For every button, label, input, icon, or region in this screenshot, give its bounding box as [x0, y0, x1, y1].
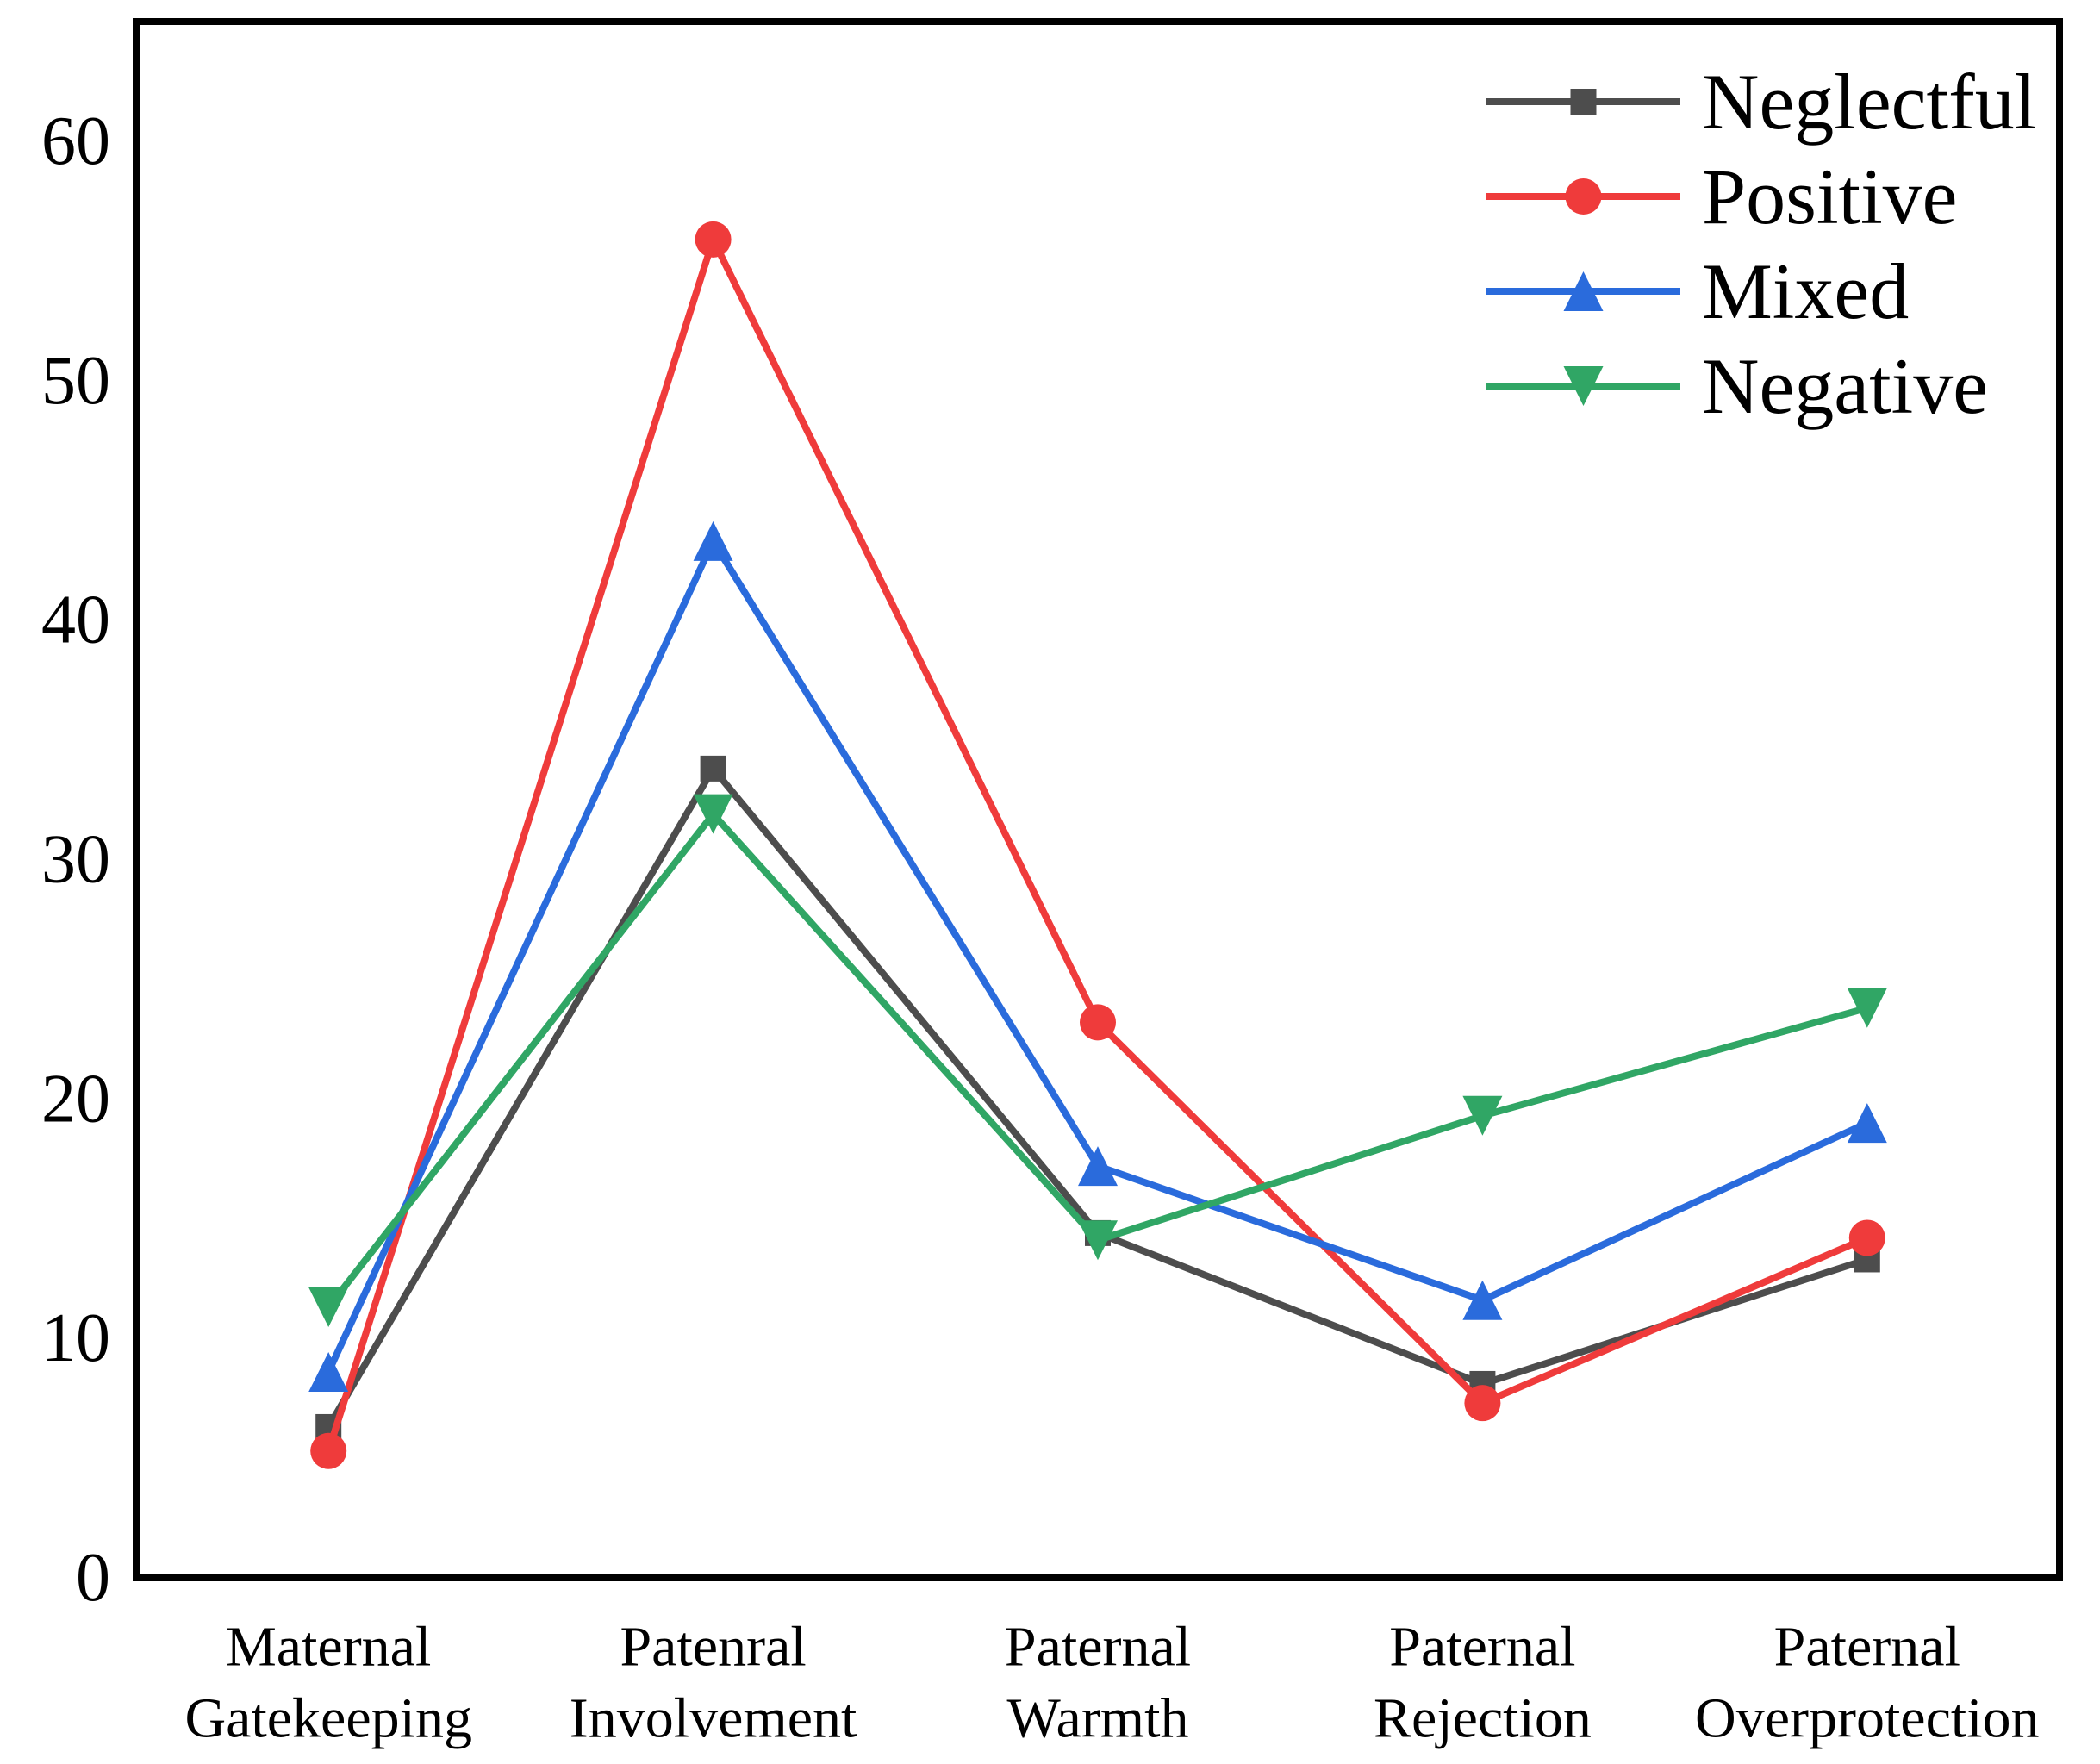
- marker-positive: [310, 1432, 347, 1469]
- legend-label-mixed: Mixed: [1702, 247, 1909, 335]
- x-category-label: Warmth: [1007, 1687, 1189, 1750]
- plot-border: [133, 18, 2063, 1581]
- marker-negative: [308, 1287, 349, 1328]
- legend-label-positive: Positive: [1702, 153, 1957, 240]
- y-tick-label: 50: [41, 343, 110, 419]
- series-line-positive: [325, 235, 1869, 1452]
- y-tick-label: 30: [41, 821, 110, 897]
- marker-positive: [1848, 1219, 1885, 1256]
- y-tick-label: 0: [76, 1540, 110, 1616]
- marker-mixed: [1847, 1103, 1887, 1144]
- x-category-label: Rejection: [1374, 1687, 1592, 1750]
- y-tick-label: 60: [41, 103, 110, 179]
- x-category-label: Overprotection: [1695, 1687, 2040, 1750]
- marker-negative: [1078, 1220, 1118, 1261]
- legend-label-neglectful: Neglectful: [1702, 58, 2036, 146]
- x-category-label: Gatekeeping: [184, 1687, 472, 1750]
- y-tick-label: 10: [41, 1300, 110, 1376]
- marker-mixed: [1462, 1280, 1503, 1320]
- y-tick-label: 20: [41, 1061, 110, 1137]
- legend-marker-positive: [1565, 178, 1602, 215]
- marker-negative: [1847, 988, 1887, 1028]
- legend-marker-mixed: [1563, 271, 1604, 311]
- marker-positive: [1464, 1385, 1501, 1422]
- x-category-label: Involvement: [570, 1687, 857, 1750]
- marker-neglectful: [700, 755, 726, 782]
- marker-mixed: [308, 1352, 349, 1393]
- y-tick-label: 40: [41, 583, 110, 658]
- legend-label-negative: Negative: [1702, 342, 1988, 430]
- legend-marker-neglectful: [1570, 89, 1597, 115]
- marker-negative: [1462, 1095, 1503, 1136]
- x-category-label: Patenral: [620, 1616, 806, 1679]
- legend-marker-negative: [1563, 366, 1604, 406]
- marker-positive: [695, 221, 732, 258]
- x-category-label: Maternal: [226, 1616, 431, 1679]
- marker-mixed: [693, 520, 733, 561]
- marker-positive: [1080, 1004, 1116, 1041]
- x-category-label: Paternal: [1389, 1616, 1575, 1679]
- marker-negative: [693, 794, 733, 834]
- marker-mixed: [1078, 1146, 1118, 1187]
- x-category-label: Paternal: [1005, 1616, 1191, 1679]
- x-category-label: Paternal: [1774, 1616, 1960, 1679]
